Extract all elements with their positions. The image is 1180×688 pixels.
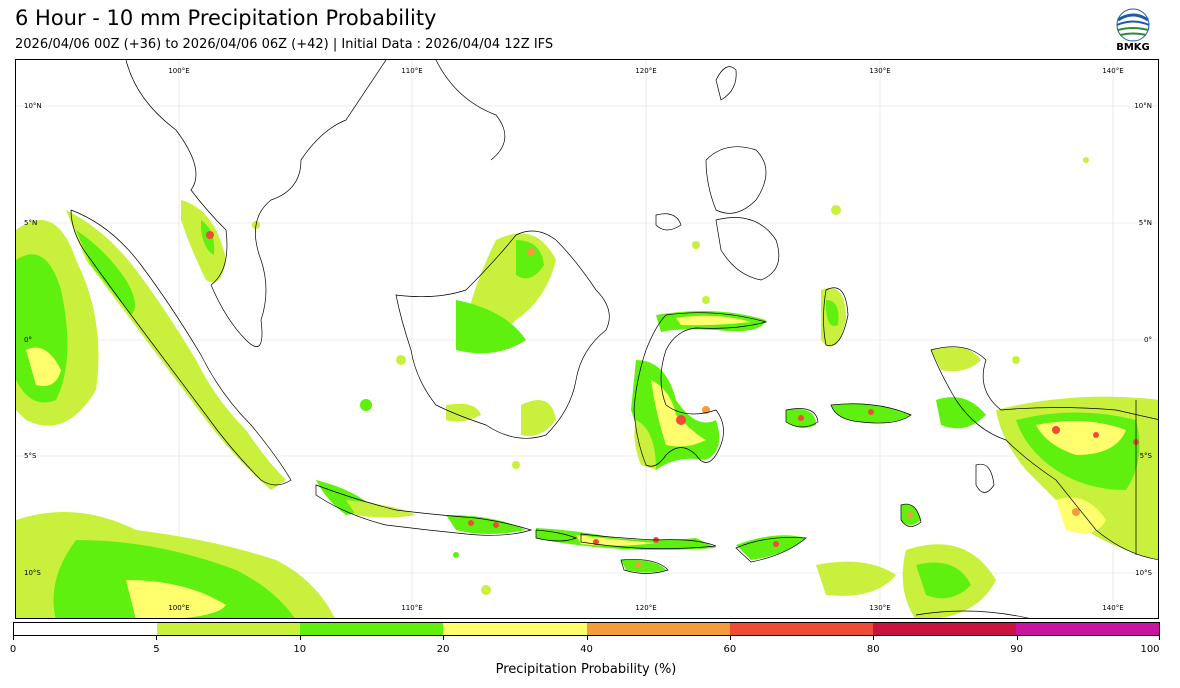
lat-label-right: 10°S bbox=[1135, 569, 1152, 577]
lon-label-top: 100°E bbox=[168, 67, 189, 75]
lon-label-top: 120°E bbox=[635, 67, 656, 75]
colorbar-tick-label: 80 bbox=[866, 644, 880, 655]
lat-label-left: 5°S bbox=[24, 452, 37, 460]
lon-label-bottom: 110°E bbox=[401, 604, 422, 612]
lat-label-right: 5°N bbox=[1139, 219, 1152, 227]
colorbar-tick-label: 100 bbox=[1140, 644, 1160, 655]
bmkg-logo bbox=[1112, 8, 1154, 54]
colorbar-tick-mark bbox=[13, 636, 14, 640]
forecast-period-subtitle: 2026/04/06 00Z (+36) to 2026/04/06 06Z (… bbox=[15, 37, 554, 52]
colorbar-tick-label: 0 bbox=[9, 644, 17, 655]
colorbar-tick-label: 5 bbox=[153, 644, 160, 655]
colorbar-segment bbox=[157, 623, 301, 635]
colorbar-tick-mark bbox=[156, 636, 158, 640]
precipitation-map: 100°E 110°E 120°E 130°E 140°E 100°E 110°… bbox=[15, 59, 1159, 619]
lat-label-left: 10°S bbox=[24, 569, 41, 577]
colorbar-tick-label: 90 bbox=[1010, 644, 1023, 655]
colorbar-segment bbox=[443, 623, 587, 635]
page-title: 6 Hour - 10 mm Precipitation Probability bbox=[15, 6, 437, 30]
lat-label-left: 5°N bbox=[24, 219, 37, 227]
colorbar-segment bbox=[300, 623, 444, 635]
colorbar-label: Precipitation Probability (%) bbox=[495, 662, 677, 677]
lon-label-top: 130°E bbox=[869, 67, 890, 75]
lon-label-bottom: 100°E bbox=[168, 604, 189, 612]
colorbar-tick-mark bbox=[873, 636, 875, 640]
colorbar-segment bbox=[729, 623, 873, 635]
colorbar-segment bbox=[14, 623, 158, 635]
colorbar-tick-mark bbox=[1159, 636, 1160, 640]
colorbar bbox=[13, 622, 1160, 636]
colorbar-segment bbox=[1015, 623, 1159, 635]
lon-label-top: 140°E bbox=[1102, 67, 1123, 75]
colorbar-segment bbox=[872, 623, 1016, 635]
lon-label-bottom: 140°E bbox=[1102, 604, 1123, 612]
lon-label-bottom: 120°E bbox=[635, 604, 656, 612]
colorbar-tick-mark bbox=[299, 636, 301, 640]
colorbar-tick-mark bbox=[729, 636, 731, 640]
lat-label-left: 10°N bbox=[24, 102, 42, 110]
colorbar-tick-label: 10 bbox=[293, 644, 307, 655]
colorbar-segment bbox=[586, 623, 730, 635]
precipitation-field bbox=[16, 157, 1158, 618]
logo-text: BMKG bbox=[1116, 42, 1150, 53]
lat-label-left: 0° bbox=[24, 336, 32, 344]
lon-label-top: 110°E bbox=[401, 67, 422, 75]
lat-label-right: 10°N bbox=[1134, 102, 1152, 110]
lat-label-right: 5°S bbox=[1140, 452, 1153, 460]
colorbar-tick-mark bbox=[1016, 636, 1018, 640]
colorbar-tick-label: 20 bbox=[436, 644, 450, 655]
colorbar-tick-mark bbox=[443, 636, 445, 640]
coastlines bbox=[70, 60, 1158, 618]
colorbar-tick-mark bbox=[586, 636, 588, 640]
colorbar-tick-label: 60 bbox=[723, 644, 737, 655]
colorbar-tick-label: 40 bbox=[580, 644, 593, 655]
lat-label-right: 0° bbox=[1144, 336, 1152, 344]
lon-label-bottom: 130°E bbox=[869, 604, 890, 612]
map-canvas: 100°E 110°E 120°E 130°E 140°E 100°E 110°… bbox=[16, 60, 1158, 618]
